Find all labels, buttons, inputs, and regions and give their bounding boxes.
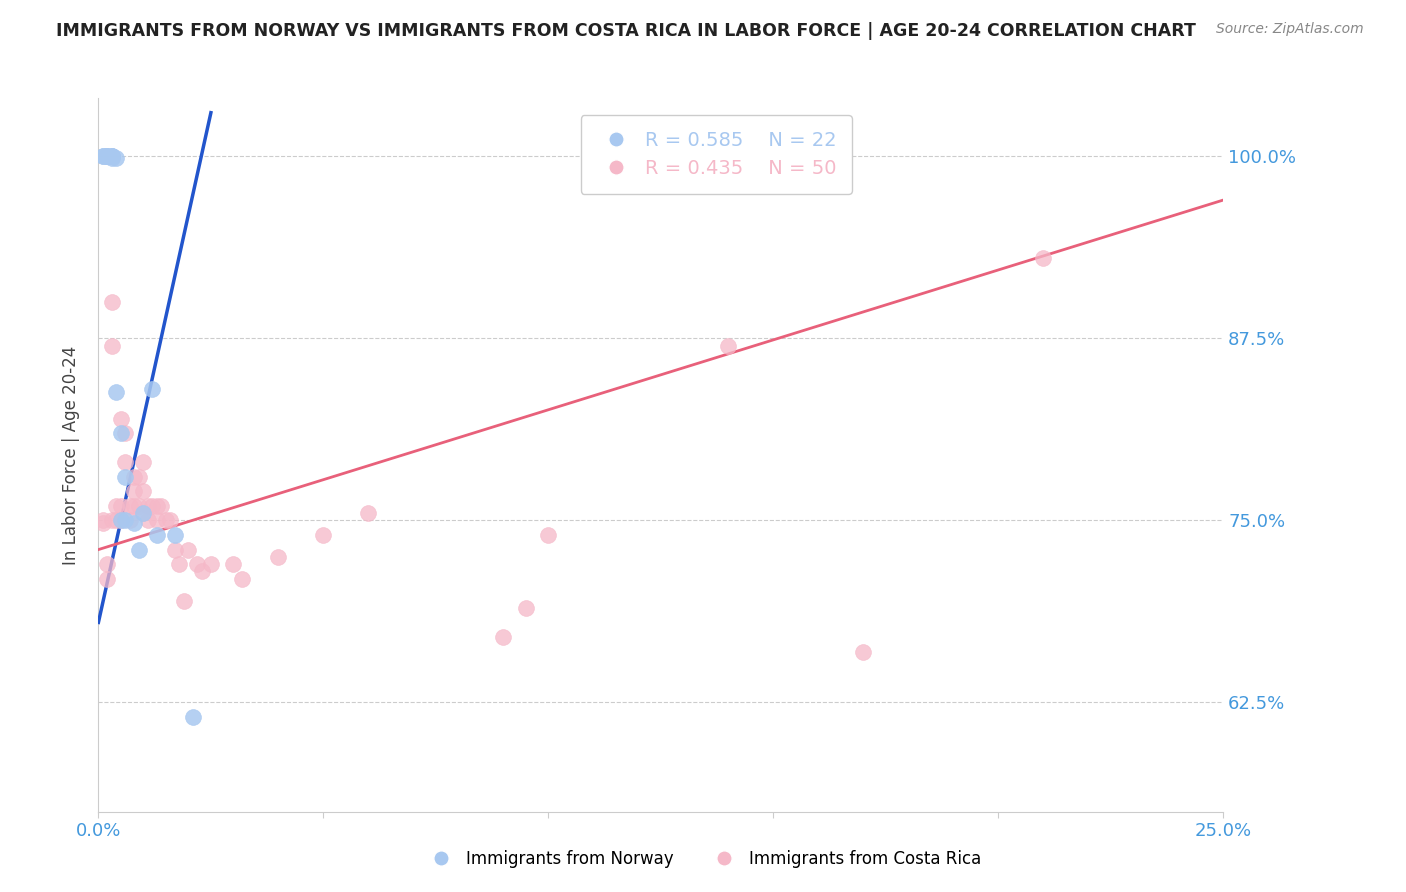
Point [163,542,186,557]
Point [222,557,245,571]
Point [101,149,124,163]
Point [150,499,173,513]
Point [312,528,335,542]
Point [128,469,150,483]
Point [101,295,124,310]
Point [101,149,124,163]
Point [105,385,128,400]
Point [110,426,132,441]
Text: IMMIGRANTS FROM NORWAY VS IMMIGRANTS FROM COSTA RICA IN LABOR FORCE | AGE 20-24 : IMMIGRANTS FROM NORWAY VS IMMIGRANTS FRO… [56,22,1197,40]
Point [96,149,118,163]
Point [492,630,515,644]
Point [114,513,136,527]
Y-axis label: In Labor Force | Age 20-24: In Labor Force | Age 20-24 [62,345,80,565]
Point [515,600,537,615]
Point [357,506,380,520]
Point [132,506,155,520]
Point [114,426,136,441]
Point [91,149,114,163]
Point [537,528,560,542]
Point [91,513,114,527]
Point [105,499,128,513]
Point [96,149,118,163]
Point [128,499,150,513]
Point [124,516,146,531]
Point [110,499,132,513]
Text: Source: ZipAtlas.com: Source: ZipAtlas.com [1216,22,1364,37]
Point [105,513,128,527]
Point [110,411,132,425]
Legend: R = 0.585    N = 22, R = 0.435    N = 50: R = 0.585 N = 22, R = 0.435 N = 50 [581,115,852,194]
Point [177,542,200,557]
Point [231,572,253,586]
Point [110,513,132,527]
Point [132,455,155,469]
Point [146,528,169,542]
Legend: Immigrants from Norway, Immigrants from Costa Rica: Immigrants from Norway, Immigrants from … [418,844,988,875]
Point [124,499,146,513]
Point [96,557,118,571]
Point [169,557,191,571]
Point [186,557,208,571]
Point [155,513,177,527]
Point [91,149,114,163]
Point [163,528,186,542]
Point [91,516,114,531]
Point [159,513,181,527]
Point [118,513,141,527]
Point [101,513,124,527]
Point [132,484,155,499]
Point [124,484,146,499]
Point [267,549,290,564]
Point [200,557,222,571]
Point [181,710,204,724]
Point [101,339,124,353]
Point [101,149,124,163]
Point [141,383,163,397]
Point [141,499,163,513]
Point [114,455,136,469]
Point [173,593,195,607]
Point [96,572,118,586]
Point [105,151,128,165]
Point [146,513,169,527]
Point [136,513,159,527]
Point [852,644,875,658]
Point [132,506,155,520]
Point [124,469,146,483]
Point [191,565,214,579]
Point [110,513,132,527]
Point [717,339,740,353]
Point [96,149,118,163]
Point [114,469,136,483]
Point [101,151,124,165]
Point [128,542,150,557]
Point [118,499,141,513]
Point [136,499,159,513]
Point [1032,252,1054,266]
Point [146,499,169,513]
